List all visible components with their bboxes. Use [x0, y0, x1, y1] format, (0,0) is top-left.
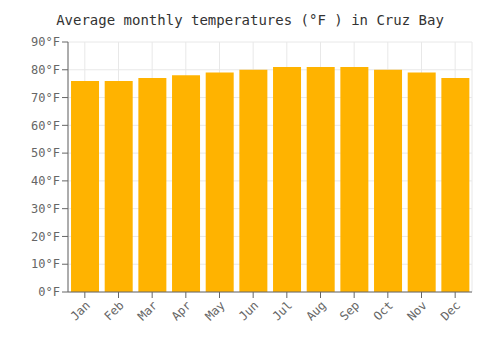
svg-text:Aug: Aug	[303, 298, 328, 323]
svg-text:40°F: 40°F	[31, 174, 60, 188]
svg-text:10°F: 10°F	[31, 257, 60, 271]
svg-text:Jun: Jun	[236, 298, 261, 323]
svg-text:60°F: 60°F	[31, 119, 60, 133]
svg-text:50°F: 50°F	[31, 146, 60, 160]
svg-text:May: May	[202, 298, 227, 323]
svg-text:30°F: 30°F	[31, 202, 60, 216]
svg-text:Sep: Sep	[337, 298, 362, 323]
svg-text:80°F: 80°F	[31, 63, 60, 77]
html-text:Average monthly temperatures (: Average monthly temperatures (°F ) in Cr…	[56, 12, 444, 28]
svg-text:Mar: Mar	[135, 298, 160, 323]
svg-text:90°F: 90°F	[31, 35, 60, 49]
svg-text:Feb: Feb	[101, 298, 126, 323]
svg-text:Apr: Apr	[169, 298, 194, 323]
svg-text:Nov: Nov	[404, 298, 429, 323]
svg-text:Dec: Dec	[438, 298, 463, 323]
svg-text:20°F: 20°F	[31, 230, 60, 244]
svg-text:Jul: Jul	[270, 298, 295, 323]
svg-text:70°F: 70°F	[31, 91, 60, 105]
svg-text:0°F: 0°F	[38, 285, 60, 299]
svg-text:Jan: Jan	[68, 298, 93, 323]
svg-text:Oct: Oct	[371, 298, 396, 323]
